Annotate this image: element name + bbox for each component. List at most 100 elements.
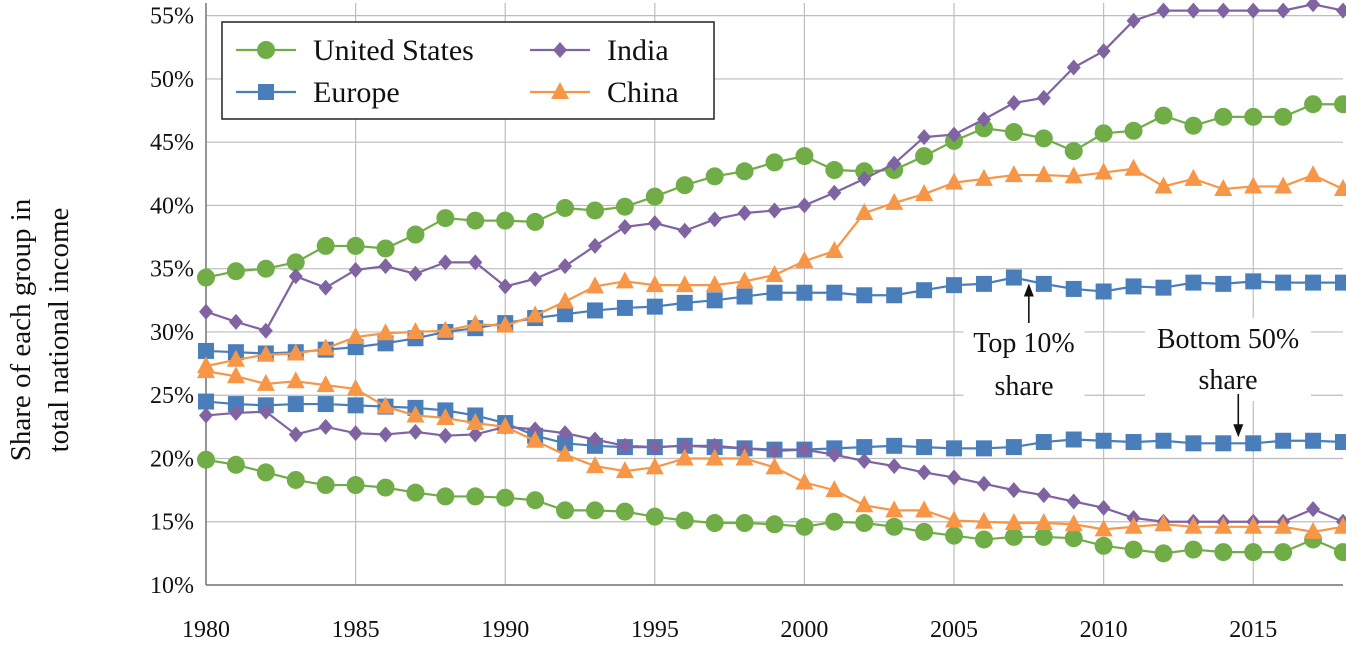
data-point-united-states xyxy=(556,198,575,217)
data-point-china xyxy=(795,472,814,490)
data-point-europe xyxy=(916,282,933,299)
y-axis-title-line-2: total national income xyxy=(43,208,75,453)
data-point-china xyxy=(615,461,634,479)
data-point-united-states xyxy=(645,187,664,206)
data-point-europe xyxy=(317,396,334,413)
data-point-india xyxy=(587,237,602,254)
data-point-china xyxy=(1124,516,1143,534)
data-point-india xyxy=(767,202,782,219)
data-point-china xyxy=(436,407,455,425)
data-point-europe xyxy=(1305,432,1322,449)
data-point-united-states xyxy=(496,488,515,507)
legend-items: United States India Europe China xyxy=(236,34,679,109)
data-point-china xyxy=(855,203,874,221)
data-point-europe xyxy=(1215,435,1232,452)
data-point-china xyxy=(1004,513,1023,531)
data-point-united-states xyxy=(735,514,754,533)
data-point-europe xyxy=(1335,274,1346,291)
data-point-india xyxy=(857,170,872,187)
data-point-united-states xyxy=(466,487,485,506)
data-point-europe xyxy=(1005,439,1022,456)
data-point-india xyxy=(1006,94,1021,111)
data-point-united-states xyxy=(197,450,215,469)
data-point-india xyxy=(1126,12,1141,29)
data-point-india xyxy=(617,437,632,454)
data-point-europe xyxy=(646,298,663,315)
data-point-china xyxy=(974,168,993,186)
data-point-europe xyxy=(557,306,574,323)
series-china-bottom-50-share xyxy=(197,361,1346,539)
data-point-china xyxy=(945,510,964,528)
y-axis-title-line-1: Share of each group in xyxy=(5,198,37,461)
data-point-china xyxy=(286,343,305,361)
data-point-united-states xyxy=(885,517,904,536)
data-point-united-states xyxy=(346,476,365,495)
data-point-united-states xyxy=(1274,107,1293,126)
data-point-europe xyxy=(1185,435,1202,452)
y-tick-label: 30% xyxy=(150,320,194,346)
legend-label: India xyxy=(607,34,669,67)
data-point-europe xyxy=(347,397,364,414)
data-point-china xyxy=(1004,165,1023,183)
data-point-china xyxy=(1184,168,1203,186)
data-point-europe xyxy=(1245,273,1262,290)
data-point-china xyxy=(376,323,395,341)
data-point-india xyxy=(288,426,303,443)
data-point-china xyxy=(765,457,784,475)
data-point-china xyxy=(765,265,784,283)
data-point-united-states xyxy=(316,236,335,255)
data-point-india xyxy=(617,218,632,235)
data-point-india xyxy=(887,155,902,172)
data-point-china xyxy=(496,315,515,333)
data-point-india xyxy=(857,453,872,470)
data-point-india xyxy=(318,279,333,296)
data-point-china xyxy=(825,480,844,498)
data-point-china xyxy=(675,448,694,466)
data-point-europe xyxy=(1155,279,1172,296)
data-point-china xyxy=(1304,165,1323,183)
data-point-europe xyxy=(826,284,843,301)
data-point-china xyxy=(346,327,365,345)
data-point-india xyxy=(947,126,962,143)
data-point-united-states xyxy=(615,197,634,216)
data-point-china xyxy=(705,448,724,466)
data-point-china xyxy=(1274,176,1293,194)
data-point-europe xyxy=(586,302,603,319)
data-point-united-states xyxy=(1334,95,1346,114)
data-point-india xyxy=(1036,487,1051,504)
data-point-united-states xyxy=(974,530,993,549)
data-point-india xyxy=(468,426,483,443)
legend-label: Europe xyxy=(313,76,400,109)
data-point-india xyxy=(438,427,453,444)
data-point-united-states xyxy=(1274,543,1293,562)
data-point-india xyxy=(797,197,812,214)
data-point-india xyxy=(1006,482,1021,499)
data-point-europe xyxy=(1065,431,1082,448)
data-point-china xyxy=(735,271,754,289)
data-point-india xyxy=(1216,2,1231,19)
data-point-india xyxy=(228,313,243,330)
legend-item-india: India xyxy=(530,34,669,67)
data-point-india xyxy=(348,425,363,442)
series-united-states-top-10-share xyxy=(197,95,1346,287)
data-point-india xyxy=(707,437,722,454)
data-point-china xyxy=(1244,516,1263,534)
annotations: Top 10% share Bottom 50% share xyxy=(963,283,1311,438)
data-point-india xyxy=(767,442,782,459)
data-point-united-states xyxy=(585,201,604,220)
legend-label: United States xyxy=(313,34,474,67)
data-point-united-states xyxy=(1184,116,1203,135)
x-tick-label: 2015 xyxy=(1229,617,1277,643)
data-point-china xyxy=(945,172,964,190)
data-point-china xyxy=(585,276,604,294)
data-point-united-states xyxy=(1004,123,1023,142)
x-tick-label: 1980 xyxy=(182,617,230,643)
data-point-europe xyxy=(1095,283,1112,300)
data-point-united-states xyxy=(645,507,664,526)
data-point-united-states xyxy=(1214,107,1233,126)
data-point-india xyxy=(498,278,513,295)
data-point-united-states xyxy=(197,268,215,287)
data-point-china xyxy=(1064,166,1083,184)
series-line xyxy=(205,103,1343,279)
data-point-united-states xyxy=(406,225,425,244)
